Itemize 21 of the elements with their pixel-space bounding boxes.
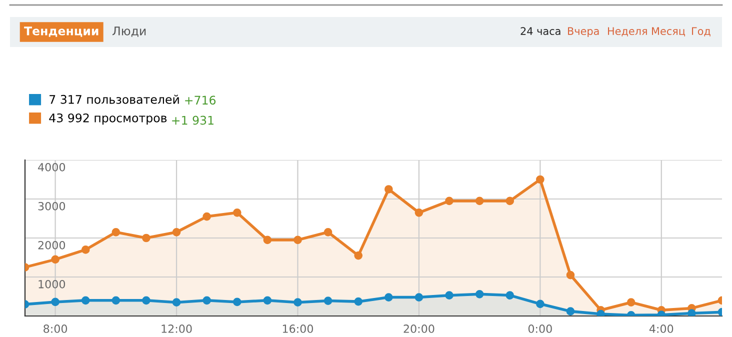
text: Вчера <box>568 27 599 38</box>
x-tick-label: 16:00 <box>282 324 314 333</box>
text: 24 часа <box>520 27 560 36</box>
text: Месяц <box>652 27 686 36</box>
y-tick-label: 1000 <box>38 280 66 288</box>
y-tick-label: 4000 <box>38 162 66 172</box>
legend-label: 43 992 просмотров <box>49 113 167 125</box>
legend-label: 7 317 пользователей <box>50 94 179 104</box>
y-tick-label: 3000 <box>38 202 66 210</box>
x-tick-label: 0:00 <box>528 324 552 333</box>
text: Год <box>692 27 710 36</box>
text: Неделя <box>608 27 647 36</box>
x-tick-label: 12:00 <box>162 324 192 333</box>
x-tick-label: 20:00 <box>404 324 434 333</box>
text: +1 931 <box>172 116 214 125</box>
text: Тенденции <box>24 26 98 37</box>
x-tick-label: 4:00 <box>649 324 674 333</box>
text: Люди <box>112 26 146 37</box>
y-tick-label: 2000 <box>38 240 66 250</box>
x-tick-label: 8:00 <box>44 324 68 333</box>
text: +716 <box>185 96 216 105</box>
